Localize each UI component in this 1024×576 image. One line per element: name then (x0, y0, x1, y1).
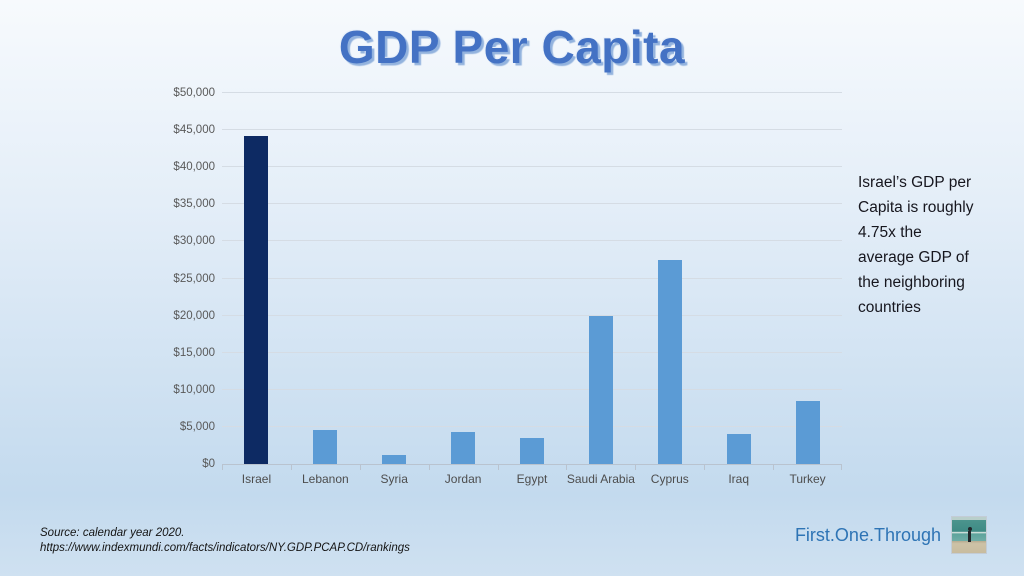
bar-jordan (451, 432, 476, 464)
source-line-2: https://www.indexmundi.com/facts/indicat… (40, 542, 410, 554)
category-label-egypt: Egypt (516, 472, 548, 486)
gridline-45000 (222, 129, 842, 131)
x-boundary-tick-9 (841, 465, 842, 470)
bars-container (222, 93, 842, 464)
gridline-25000 (222, 277, 842, 279)
brand-text: First.One.Through (794, 524, 941, 545)
y-axis-labels: $0 $5,000 $10,000 $15,000 $20,000 $25,000 $30,… (60, 87, 215, 470)
x-boundary-tick-1 (290, 465, 292, 470)
bar-syria (382, 454, 407, 464)
y-tick-label-20000: $20,000 (173, 309, 215, 322)
bar-slot-syria (360, 93, 429, 464)
category-label-jordan: Jordan (444, 472, 482, 486)
gridline-30000 (222, 240, 842, 242)
page-title: GDP Per Capita (338, 21, 686, 73)
x-boundary-tick-0 (222, 465, 223, 470)
x-boundary-tick-8 (773, 465, 775, 470)
beach-figure-logo (951, 516, 987, 554)
bar-slot-cyprus (635, 93, 704, 464)
category-label-cyprus: Cyprus (650, 472, 689, 486)
bar-saudi-arabia (588, 315, 613, 464)
brand-block: First.One.Through (795, 516, 987, 554)
x-boundary-tick-2 (359, 465, 361, 470)
y-tick-label-40000: $40,000 (173, 161, 215, 174)
bar-slot-egypt (498, 93, 567, 464)
category-label-israel: Israel (241, 472, 272, 486)
y-tick-label-5000: $5,000 (179, 420, 215, 433)
category-label-lebanon: Lebanon (301, 472, 349, 486)
bar-egypt (520, 438, 544, 464)
gridline-15000 (222, 351, 842, 353)
x-axis-labels: Israel Lebanon Syria Jordan Egypt Saudi Arabi… (222, 472, 842, 486)
bar-slot-turkey (773, 93, 842, 464)
category-label-turkey: Turkey (789, 472, 826, 486)
bar-lebanon (313, 429, 338, 464)
y-tick-label-50000: $50,000 (173, 87, 215, 99)
bar-israel (244, 136, 269, 464)
x-boundary-tick-7 (704, 465, 706, 470)
category-label-iraq: Iraq (728, 472, 750, 486)
x-boundary-tick-3 (428, 465, 430, 470)
gridline-20000 (222, 314, 842, 316)
gridline-10000 (222, 388, 842, 390)
person-figure-icon (967, 527, 972, 542)
y-tick-label-35000: $35,000 (173, 198, 215, 211)
gridline-35000 (222, 203, 842, 205)
annotation-text: Israel’s GDP per Capita is roughly 4.75x… (858, 174, 974, 316)
y-tick-label-25000: $25,000 (173, 272, 215, 285)
category-label-syria: Syria (380, 472, 408, 486)
category-label-saudi-arabia: Saudi Arabia (566, 472, 635, 486)
bar-iraq (726, 433, 751, 464)
x-boundary-tick-6 (635, 465, 637, 470)
bar-turkey (795, 400, 820, 464)
x-boundary-tick-4 (497, 465, 499, 470)
y-tick-label-15000: $15,000 (173, 346, 215, 359)
bar-slot-lebanon (291, 93, 360, 464)
bar-slot-jordan (429, 93, 498, 464)
bar-slot-saudi-arabia (566, 93, 635, 464)
gridline-5000 (222, 425, 842, 427)
y-tick-label-0: $0 (202, 458, 215, 470)
gridline-40000 (222, 166, 842, 168)
y-tick-label-45000: $45,000 (173, 124, 215, 137)
bar-cyprus (657, 259, 682, 464)
y-tick-label-10000: $10,000 (173, 383, 215, 396)
bar-slot-israel (222, 93, 291, 464)
source-line-1: Source: calendar year 2020. (40, 527, 185, 539)
y-tick-label-30000: $30,000 (173, 235, 215, 248)
source-note: Source: calendar year 2020. https://www.… (40, 526, 410, 556)
bar-slot-iraq (704, 93, 773, 464)
x-boundary-tick-5 (566, 465, 568, 470)
plot-area (222, 92, 842, 465)
gridline-50000 (222, 92, 842, 93)
x-axis-ticks (222, 465, 842, 470)
